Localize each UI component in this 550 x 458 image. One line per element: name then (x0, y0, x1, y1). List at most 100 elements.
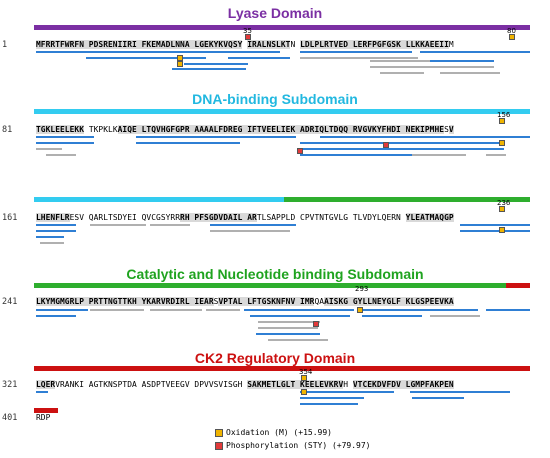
peptide-bar (430, 66, 494, 68)
peptide-bar (268, 339, 328, 341)
peptide-bar (400, 148, 504, 150)
peptide-bar (300, 154, 420, 156)
peptide-bar (258, 327, 318, 329)
peptide-bar (486, 154, 506, 156)
site-label: 156 (497, 111, 511, 119)
catalytic-subdomain-title: Catalytic and Nucleotide binding Subdoma… (126, 266, 424, 282)
row-number: 1 (2, 40, 8, 50)
sequence-row: MFRRTFWRFN PDSRENIIRI FKEMADLNNA LGEKYKV… (36, 40, 454, 49)
oxidation-legend-label: Oxidation (M) (+15.99) (226, 428, 332, 437)
dna-binding-subdomain-title: DNA-binding Subdomain (192, 91, 358, 107)
row-number: 321 (2, 380, 18, 390)
row-number: 81 (2, 125, 13, 135)
row-number: 401 (2, 413, 18, 423)
oxidation-site-marker (499, 227, 505, 233)
oxidation-site-marker (177, 55, 183, 61)
peptide-bar (210, 230, 290, 232)
legend-oxidation: Oxidation (M) (+15.99) (215, 428, 332, 437)
peptide-bar (440, 72, 500, 74)
sequence-row: LKYMGMGRLP PRTTNGTTKH YKARVRDIRL IEARSVP… (36, 297, 454, 306)
peptide-bar (488, 136, 530, 138)
peptide-bar (362, 315, 422, 317)
peptide-bar (410, 391, 510, 393)
phosphorylation-site-marker (313, 321, 319, 327)
peptide-bar (36, 51, 176, 53)
peptide-bar (300, 51, 412, 53)
phosphorylation-site-marker (297, 148, 303, 154)
peptide-bar (36, 148, 62, 150)
ck2-domain-bar-row4 (506, 283, 530, 288)
peptide-bar (412, 397, 464, 399)
peptide-bar (36, 142, 94, 144)
peptide-bar (300, 148, 400, 150)
dna-binding-domain-bar (34, 109, 530, 114)
peptide-bar (36, 309, 88, 311)
lyase-domain-title: Lyase Domain (227, 5, 323, 21)
sequence-row: RDP (36, 413, 51, 422)
sequence-row: TGKLEELEKK TKPKLKAIQE LTQVHGFGPR AAAALFD… (36, 125, 454, 134)
oxidation-legend-swatch (215, 428, 223, 437)
peptide-bar (300, 391, 394, 393)
peptide-bar (90, 309, 144, 311)
oxidation-site-marker (177, 61, 183, 67)
site-label: 80 (507, 27, 516, 35)
peptide-bar (36, 136, 94, 138)
peptide-bar (460, 230, 530, 232)
peptide-bar (370, 66, 430, 68)
peptide-bar (320, 136, 488, 138)
peptide-bar (210, 224, 296, 226)
peptide-bar (36, 391, 48, 393)
peptide-bar (420, 51, 530, 53)
oxidation-site-marker (509, 34, 515, 40)
peptide-bar (412, 154, 466, 156)
peptide-bar (36, 315, 76, 317)
peptide-bar (460, 224, 530, 226)
peptide-bar (244, 309, 354, 311)
peptide-bar (36, 236, 64, 238)
peptide-bar (430, 315, 480, 317)
site-label: 293 (355, 285, 369, 293)
phosphorylation-site-marker (245, 34, 251, 40)
phosphorylation-site-marker (383, 142, 389, 148)
oxidation-site-marker (499, 118, 505, 124)
peptide-bar (300, 142, 388, 144)
row-number: 161 (2, 213, 18, 223)
peptide-bar (486, 309, 530, 311)
peptide-bar (36, 224, 76, 226)
oxidation-site-marker (499, 140, 505, 146)
peptide-bar (40, 242, 64, 244)
peptide-bar (258, 321, 320, 323)
site-label: 35 (243, 27, 252, 35)
peptide-bar (362, 309, 478, 311)
peptide-bar (256, 333, 320, 335)
peptide-bar (150, 224, 190, 226)
peptide-bar (136, 142, 240, 144)
peptide-bar (380, 72, 424, 74)
phosphorylation-legend-label: Phosphorylation (STY) (+79.97) (226, 441, 371, 450)
ck2-domain-bar-row5 (34, 366, 530, 371)
site-label: 236 (497, 199, 511, 207)
peptide-bar (250, 315, 350, 317)
peptide-bar (90, 224, 146, 226)
peptide-bar (300, 57, 418, 59)
peptide-bar (430, 60, 494, 62)
phosphorylation-legend-swatch (215, 441, 223, 450)
legend-phosphorylation: Phosphorylation (STY) (+79.97) (215, 441, 371, 450)
peptide-bar (36, 230, 76, 232)
sequence-row: LQERVRANKI AGTKNSPTDA ASDPTVEEGV DPVVSVI… (36, 380, 454, 389)
peptide-bar (86, 57, 206, 59)
catalytic-domain-bar-row3 (284, 197, 530, 202)
peptide-bar (386, 142, 500, 144)
peptide-bar (370, 60, 430, 62)
ck2-regulatory-domain-title: CK2 Regulatory Domain (194, 350, 356, 366)
peptide-bar (150, 309, 202, 311)
sequence-row: LHENFLRESV QARLTSDYEI QVCGSYRRRH PFSGDVD… (36, 213, 454, 222)
row-number: 241 (2, 297, 18, 307)
peptide-bar (206, 309, 240, 311)
oxidation-site-marker (301, 375, 307, 381)
oxidation-site-marker (357, 307, 363, 313)
peptide-bar (176, 51, 280, 53)
ck2-domain-bar-row6 (34, 408, 58, 413)
catalytic-domain-bar-row4 (34, 283, 506, 288)
peptide-bar (300, 397, 364, 399)
